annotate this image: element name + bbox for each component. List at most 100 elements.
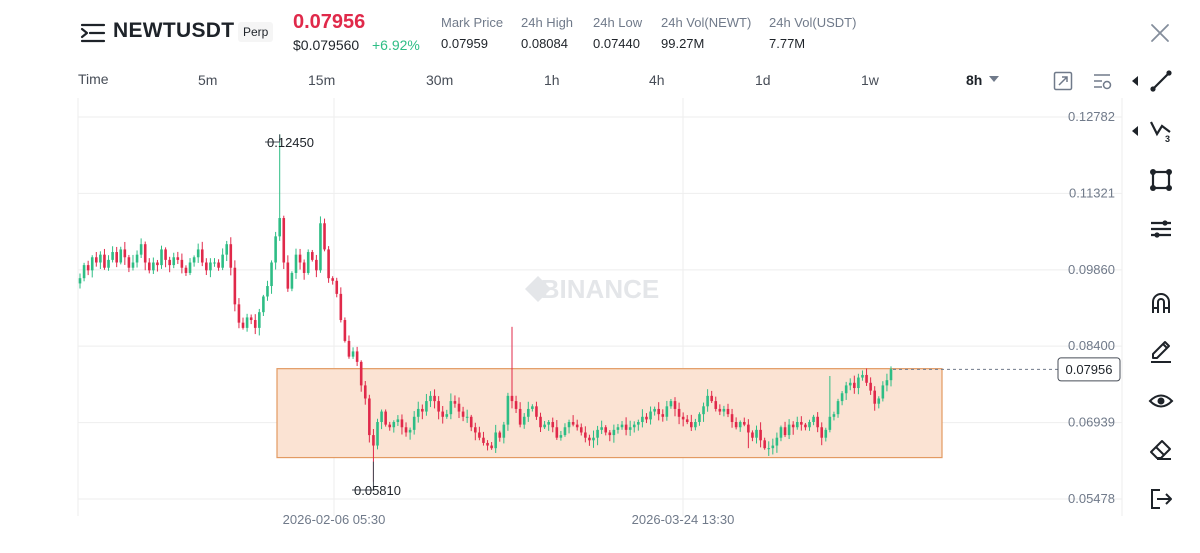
candle (824, 427, 828, 442)
candle (376, 418, 379, 450)
candle-body (808, 422, 811, 428)
candle (563, 423, 567, 437)
candle (425, 393, 428, 416)
candle-body (482, 437, 485, 443)
expand-chart-icon[interactable] (1052, 70, 1074, 92)
candle (82, 262, 86, 282)
candle (164, 247, 167, 268)
candle (661, 409, 665, 422)
candle-body (139, 244, 143, 255)
candle-body (547, 422, 550, 425)
candle-body (853, 382, 856, 389)
candle-body (694, 422, 697, 428)
candle (526, 401, 530, 422)
candle (241, 317, 245, 330)
close-icon[interactable] (1149, 22, 1171, 44)
y-tick-label: 0.11321 (1069, 185, 1115, 200)
candle-body (567, 422, 571, 428)
fibonacci-icon[interactable]: 3 (1148, 118, 1174, 144)
candle (869, 377, 872, 395)
candle-body (751, 432, 754, 438)
candle (628, 420, 632, 436)
candle-body (335, 280, 339, 294)
candle (319, 216, 322, 273)
candle-body (425, 401, 428, 412)
candle (363, 381, 367, 405)
candle-body (518, 408, 522, 425)
interval-5m[interactable]: 5m (198, 72, 218, 88)
interval-8h-selected[interactable]: 8h (966, 72, 983, 88)
range-box[interactable] (276, 368, 943, 459)
candle (306, 249, 310, 275)
pencil-icon[interactable] (1148, 338, 1174, 364)
candle (698, 412, 701, 426)
eraser-icon[interactable] (1148, 437, 1174, 463)
candle-body (363, 385, 367, 399)
trend-line-icon[interactable] (1148, 68, 1174, 94)
interval-1d[interactable]: 1d (755, 72, 771, 88)
candle (465, 409, 469, 423)
current-price-label: 0.07956 (1066, 362, 1113, 377)
candle-body (437, 401, 440, 412)
candle-body (767, 448, 771, 450)
candle-body (885, 380, 889, 386)
candle-body (526, 408, 530, 417)
candle (522, 413, 526, 429)
shape-icon[interactable] (1148, 167, 1174, 193)
candle (168, 256, 171, 273)
candle-body (180, 259, 184, 268)
candle-body (172, 257, 176, 266)
indicator-settings-icon[interactable] (1091, 70, 1113, 92)
stat-label: Mark Price (441, 15, 504, 30)
candle-body (278, 218, 281, 237)
magnet-icon[interactable] (1148, 290, 1174, 316)
interval-time[interactable]: Time (78, 71, 109, 87)
chevron-down-icon[interactable] (989, 75, 999, 83)
candle (555, 420, 559, 440)
candle-body (641, 416, 644, 423)
stat-value: 0.07440 (593, 36, 640, 51)
candle (490, 442, 493, 450)
menu-icon[interactable] (80, 22, 106, 44)
candle (421, 404, 424, 420)
candle (694, 418, 697, 431)
candle-body (478, 432, 481, 438)
interval-30m[interactable]: 30m (426, 72, 454, 88)
symbol-title[interactable]: NEWTUSDT (113, 19, 235, 42)
candle-body (258, 312, 261, 328)
y-tick-label: 0.05478 (1068, 491, 1115, 506)
candle-body (718, 408, 722, 412)
candle-body (861, 374, 864, 378)
price-change-percent: +6.92% (372, 37, 420, 53)
eye-icon[interactable] (1148, 388, 1174, 414)
candle (327, 246, 330, 283)
y-tick-label: 0.08400 (1068, 338, 1115, 353)
candle (787, 419, 791, 439)
candle (531, 404, 534, 412)
candle (616, 423, 620, 434)
candle-body (795, 422, 799, 428)
candle (759, 422, 762, 448)
interval-15m[interactable]: 15m (308, 72, 336, 88)
exit-icon[interactable] (1148, 486, 1174, 512)
horizontal-lines-icon[interactable] (1148, 216, 1174, 242)
candle (86, 260, 90, 276)
candle-body (429, 395, 432, 402)
candle-body (241, 322, 245, 328)
candle (804, 422, 807, 431)
candle (494, 424, 497, 453)
candle (461, 406, 465, 422)
candle-body (657, 408, 661, 415)
interval-1w[interactable]: 1w (861, 72, 879, 88)
candle-body (200, 249, 204, 263)
interval-4h[interactable]: 4h (649, 72, 665, 88)
candle-body (710, 395, 713, 402)
candle-body (608, 432, 612, 436)
expand-left-icon[interactable] (1132, 126, 1138, 136)
candle-body (331, 278, 334, 281)
interval-1h[interactable]: 1h (544, 72, 560, 88)
candle (331, 276, 334, 285)
expand-left-icon[interactable] (1132, 76, 1138, 86)
candle-body (791, 424, 795, 428)
